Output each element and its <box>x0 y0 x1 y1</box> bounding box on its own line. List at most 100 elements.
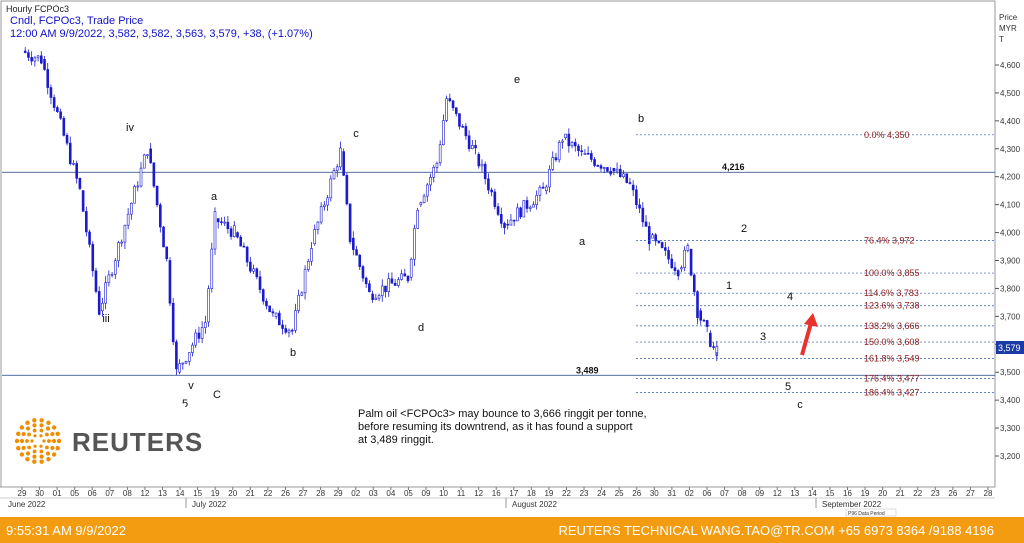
x-tick-label: 02 <box>351 489 360 498</box>
x-tick-label: 05 <box>70 489 79 498</box>
level-label: 4,216 <box>722 162 745 172</box>
x-tick-label: 14 <box>176 489 185 498</box>
candle-body <box>27 52 30 58</box>
candle-body <box>464 126 468 137</box>
logo-dot <box>50 445 55 451</box>
last-price-tag <box>996 341 1024 354</box>
candle-body <box>107 274 111 283</box>
y-tick-label: 3,700 <box>1000 312 1021 321</box>
candle-body <box>75 163 78 179</box>
x-tick-label: 17 <box>509 489 518 498</box>
candle-body <box>612 168 616 172</box>
fib-label: 123.6% 3,738 <box>864 301 920 311</box>
y-tick-label: 3,200 <box>1000 452 1021 461</box>
candle-body <box>651 234 654 239</box>
fib-label: 176.4% 3,477 <box>864 374 920 384</box>
x-tick-label: 29 <box>18 489 27 498</box>
candle-body <box>229 228 233 237</box>
x-tick-label: 16 <box>492 489 501 498</box>
candle-body <box>606 167 609 172</box>
candle-body <box>165 246 169 260</box>
candle-body <box>81 190 85 212</box>
logo-dot <box>32 423 37 428</box>
candle-body <box>561 140 564 143</box>
annotation-line-3: at 3,489 ringgit. <box>358 434 434 446</box>
candle-body <box>33 57 37 62</box>
candle-body <box>210 248 214 289</box>
candle-body <box>670 258 674 269</box>
candle-body <box>97 291 101 315</box>
annotation-line-1: Palm oil <FCPOc3> may bounce to 3,666 ri… <box>358 408 647 420</box>
logo-dot <box>55 431 60 437</box>
candle-body <box>487 178 490 191</box>
wave-label: 4 <box>787 291 793 303</box>
candle-body <box>644 221 648 227</box>
candle-body <box>155 185 159 206</box>
logo-dot <box>25 426 31 431</box>
x-tick-label: 19 <box>211 489 220 498</box>
candle-body <box>512 219 516 222</box>
candle-body <box>91 244 95 272</box>
wave-label: 1 <box>726 280 732 292</box>
x-tick-label: 21 <box>896 489 905 498</box>
candle-body <box>239 236 243 247</box>
wave-label: b <box>638 113 644 125</box>
candle-body <box>56 107 59 113</box>
fib-label: 0.0% 4,350 <box>864 130 910 140</box>
candle-body <box>194 332 197 346</box>
candle-body <box>602 167 606 169</box>
reuters-logo-text: REUTERS <box>72 427 203 457</box>
candle-body <box>638 204 641 209</box>
candle-body <box>278 312 281 326</box>
footer-contact: REUTERS TECHNICAL WANG.TAO@TR.COM +65 69… <box>558 523 995 538</box>
candle-body <box>499 214 503 224</box>
x-tick-label: 06 <box>703 489 712 498</box>
candle-body <box>113 260 117 275</box>
candle-body <box>59 111 62 119</box>
candle-body <box>358 254 362 267</box>
logo-dot <box>25 420 30 426</box>
logo-dot <box>32 449 37 454</box>
candle-body <box>516 207 519 222</box>
x-tick-label: 12 <box>140 489 149 498</box>
candle-body <box>590 153 593 160</box>
y-tick-label: 4,000 <box>1000 229 1021 238</box>
candle-body <box>416 210 419 229</box>
candle-body <box>618 168 622 177</box>
candle-body <box>432 167 436 178</box>
candle-body <box>454 107 458 114</box>
x-tick-label: 12 <box>773 489 782 498</box>
candle-body <box>567 133 571 147</box>
wave-label: d <box>418 322 424 334</box>
logo-dot <box>45 426 51 431</box>
candle-body <box>152 162 156 187</box>
candle-body <box>519 207 522 218</box>
logo-dot <box>32 418 37 423</box>
logo-dot <box>25 451 31 456</box>
candle-body <box>181 362 185 365</box>
x-tick-label: 22 <box>913 489 922 498</box>
candle-body <box>371 293 374 300</box>
candle-body <box>628 182 632 184</box>
candle-body <box>673 267 677 271</box>
candle-body <box>528 206 532 209</box>
candle-body <box>265 300 268 307</box>
candle-body <box>49 87 53 98</box>
fib-label: 100.0% 3,855 <box>864 268 920 278</box>
logo-dot <box>39 423 44 428</box>
candle-body <box>204 322 207 328</box>
logo-dot <box>16 431 21 437</box>
wave-label: iv <box>126 122 134 134</box>
candle-body <box>490 189 493 193</box>
logo-dot <box>14 438 20 444</box>
x-tick-label: 08 <box>123 489 132 498</box>
logo-dot <box>32 454 37 459</box>
candle-body <box>252 268 255 272</box>
chart-title: Hourly FCPOc3 <box>6 4 69 14</box>
candle-body <box>261 289 265 302</box>
candle-body <box>458 113 461 127</box>
wave-label: 3 <box>760 331 766 343</box>
annotation-line-2: before resuming its downtrend, as it has… <box>358 421 633 433</box>
y-tick-label: 3,300 <box>1000 424 1021 433</box>
x-tick-label: 18 <box>527 489 536 498</box>
